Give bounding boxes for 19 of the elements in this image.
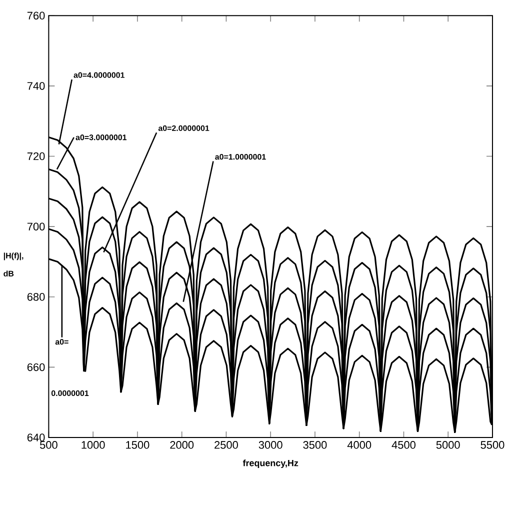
x-axis-title: frequency,Hz: [242, 459, 298, 468]
y-tick-label: 760: [27, 12, 45, 20]
x-tick-label: 1500: [126, 440, 150, 449]
x-tick-label: 3500: [303, 440, 327, 449]
y-tick-label: 700: [27, 222, 45, 230]
y-tick-label: 680: [27, 292, 45, 301]
y-tick-label: 740: [27, 82, 45, 90]
x-tick-label: 4500: [392, 440, 416, 449]
x-tick-label: 4000: [347, 440, 372, 449]
x-tick-label: 3000: [258, 440, 282, 449]
x-tick-label: 2000: [170, 440, 194, 449]
x-tick-label: 1000: [82, 440, 105, 449]
y-tick-label: 720: [27, 152, 45, 160]
x-tick-label: 5500: [480, 440, 504, 449]
x-tick-label: 2500: [214, 440, 238, 449]
y-tick-label: 640: [27, 434, 45, 442]
y-tick-label: 660: [27, 363, 45, 371]
x-tick-label: 5000: [436, 440, 460, 449]
x-tick-label: 500: [40, 440, 58, 449]
